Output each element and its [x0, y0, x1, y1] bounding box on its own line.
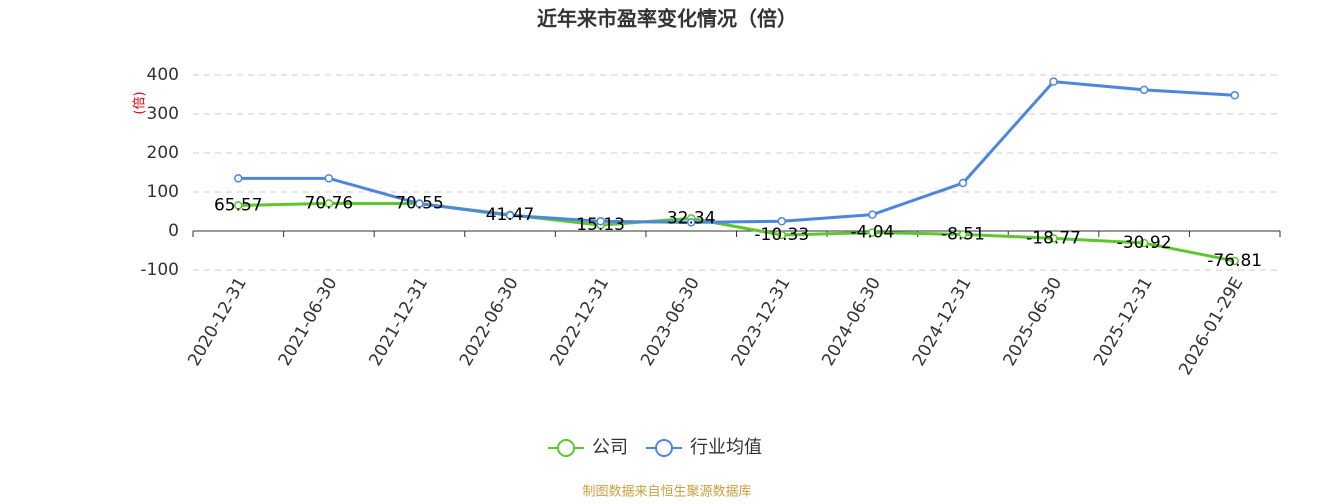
- data-label: 70.76: [305, 193, 354, 213]
- data-label: -4.04: [850, 223, 894, 243]
- legend-marker: [557, 439, 575, 457]
- point: [324, 174, 334, 183]
- x-tick-label: 2021-12-31: [365, 274, 432, 370]
- point: [1139, 238, 1149, 248]
- point: [324, 199, 334, 208]
- point: [686, 218, 696, 227]
- data-label: -76.81: [1207, 251, 1262, 271]
- point: [1230, 91, 1239, 100]
- point: [1049, 234, 1058, 243]
- data-label: -18.77: [1026, 228, 1081, 248]
- point: [958, 230, 968, 239]
- data-label: 70.55: [395, 193, 444, 213]
- y-axis-label: (倍): [133, 91, 148, 114]
- point: [596, 217, 605, 226]
- series-line: [238, 80, 1235, 224]
- data-label: 41.47: [486, 205, 535, 225]
- point: [958, 178, 968, 188]
- point: [234, 174, 243, 183]
- point: [777, 230, 787, 240]
- legend-label: 行业均值: [690, 437, 762, 458]
- y-tick-label: 100: [147, 182, 179, 202]
- x-tick-label: 2020-12-31: [184, 274, 251, 370]
- data-label: 32.34: [667, 208, 716, 228]
- legend-marker: [655, 439, 673, 457]
- x-tick-label: 2024-06-30: [818, 274, 885, 370]
- point: [868, 210, 877, 219]
- y-tick-label: 300: [147, 104, 179, 124]
- x-tick-label: 2024-12-31: [909, 274, 976, 370]
- x-tick-label: 2026-01-29E: [1175, 274, 1247, 379]
- data-label: -8.51: [941, 224, 985, 244]
- y-tick-label: 0: [168, 221, 179, 241]
- y-tick-label: 400: [147, 65, 179, 85]
- x-tick-label: 2022-06-30: [456, 274, 523, 370]
- point: [1139, 85, 1149, 95]
- source: 制图数据来自恒生聚源数据库: [582, 484, 751, 500]
- legend-label: 公司: [592, 437, 628, 458]
- x-tick-label: 2021-06-30: [275, 274, 342, 370]
- x-tick-label: 2023-12-31: [728, 274, 795, 370]
- x-tick-label: 2022-12-31: [547, 274, 614, 370]
- point: [777, 217, 787, 226]
- data-label: -30.92: [1117, 233, 1172, 253]
- series-line: [238, 201, 1235, 263]
- point: [1049, 77, 1058, 86]
- x-tick-label: 2023-06-30: [637, 274, 704, 370]
- data-label: 15.13: [576, 215, 625, 235]
- chart-title: 近年来市盈率变化情况（倍）: [537, 7, 797, 31]
- x-tick-label: 2025-06-30: [999, 274, 1066, 370]
- data-label: 65.57: [214, 195, 263, 215]
- point: [505, 211, 515, 220]
- data-label: -10.33: [754, 225, 809, 245]
- y-tick-label: 200: [147, 143, 179, 163]
- x-tick-label: 2025-12-31: [1090, 274, 1157, 370]
- point: [1230, 256, 1239, 266]
- point: [234, 201, 243, 210]
- point: [868, 228, 877, 237]
- y-tick-label: -100: [140, 260, 179, 280]
- point: [415, 199, 424, 208]
